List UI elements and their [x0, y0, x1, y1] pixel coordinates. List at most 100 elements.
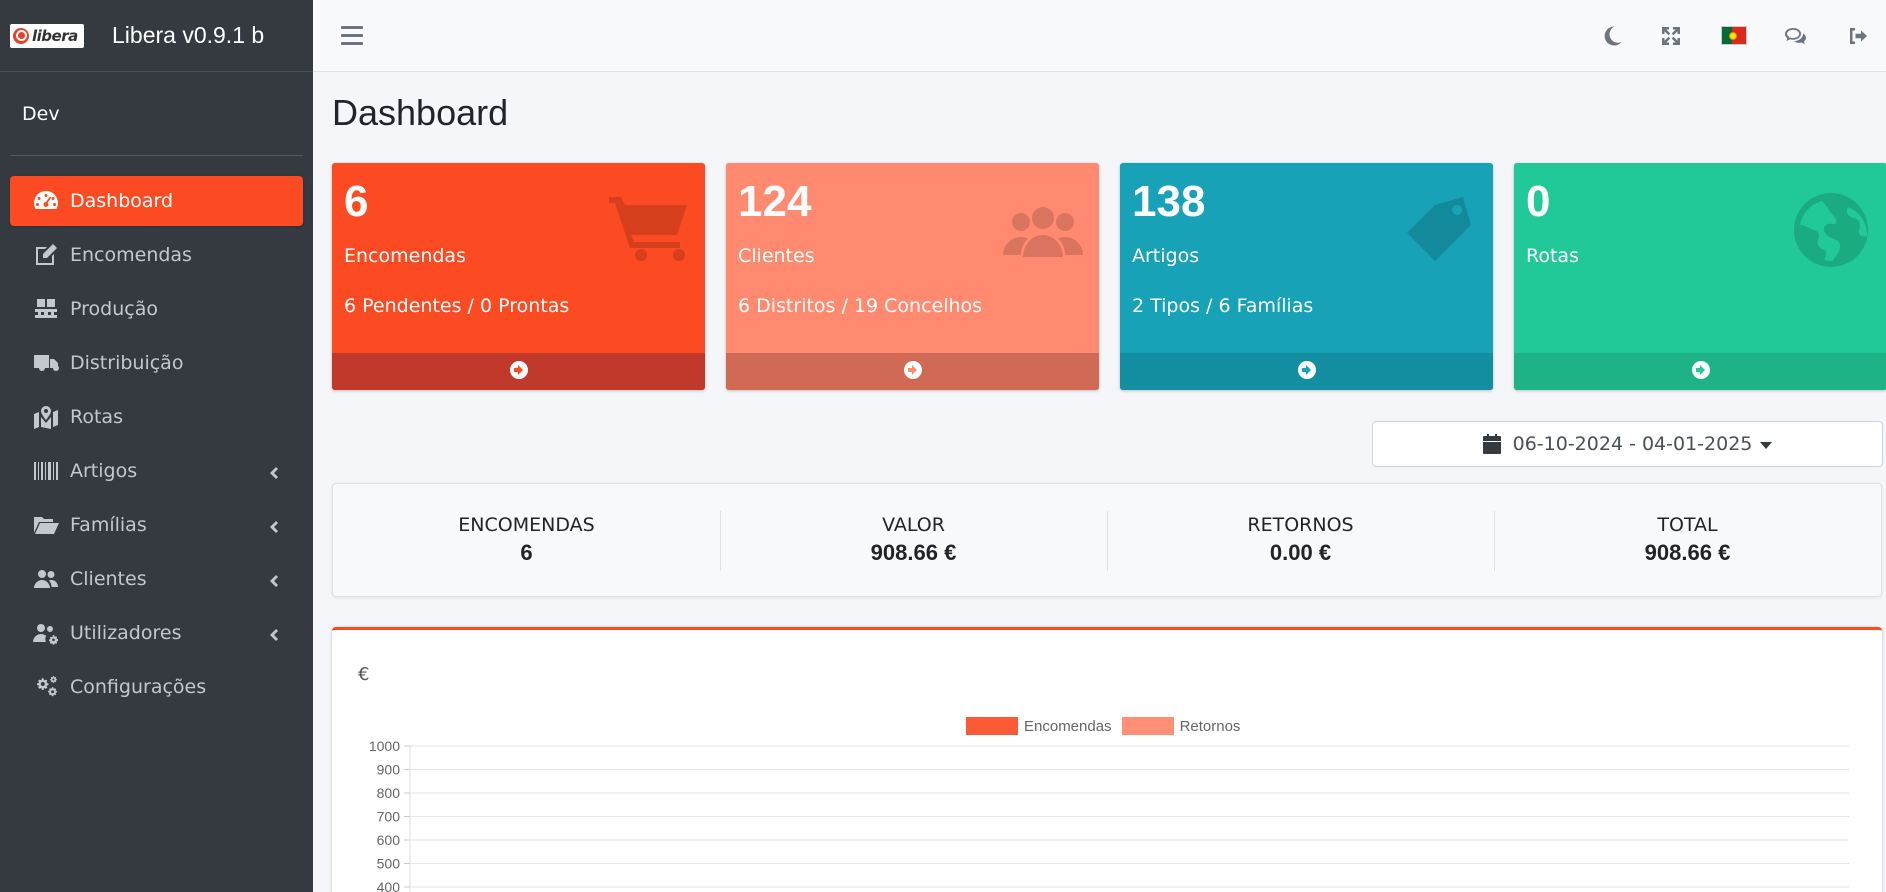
stats-panel: ENCOMENDAS 6 VALOR 908.66 € RETORNOS 0.00 € TO…	[332, 483, 1882, 597]
legend-item[interactable]: Encomendas	[966, 717, 1112, 735]
comments-icon[interactable]	[1784, 24, 1808, 48]
chevron-left-icon	[267, 625, 281, 641]
edit-icon	[32, 243, 60, 267]
chart-legend: Encomendas Retornos	[966, 717, 1250, 735]
chart-currency-label: €	[358, 664, 370, 685]
sidebar-item-producao[interactable]: Produção	[10, 284, 303, 334]
portugal-flag-icon[interactable]	[1721, 26, 1747, 45]
sidebar-item-label: Clientes	[70, 568, 147, 590]
caret-down-icon	[1760, 441, 1773, 449]
arrow-circle-right-icon	[903, 360, 923, 384]
y-tick-label: 700	[377, 809, 401, 825]
sidebar-item-encomendas[interactable]: Encomendas	[10, 230, 303, 280]
date-range-picker[interactable]: 06-10-2024 - 04-01-2025	[1372, 421, 1883, 467]
sidebar-item-label: Distribuição	[70, 352, 184, 374]
arrow-circle-right-icon	[1691, 360, 1711, 384]
calendar-icon	[1482, 434, 1501, 454]
info-box-rotas: 0 Rotas	[1514, 163, 1886, 390]
sidebar-item-label: Configurações	[70, 676, 207, 698]
user-panel[interactable]: Dev	[10, 72, 303, 156]
legend-label: Encomendas	[1024, 717, 1112, 735]
sidebar-item-label: Dashboard	[70, 190, 174, 212]
sidebar-item-label: Artigos	[70, 460, 138, 482]
sidebar-item-familias[interactable]: Famílias	[10, 500, 303, 550]
sign-out-icon[interactable]	[1846, 24, 1870, 48]
barcode-icon	[32, 459, 60, 483]
sidebar-item-label: Utilizadores	[70, 622, 182, 644]
info-box-title: Encomendas	[344, 245, 466, 267]
date-range-value: 06-10-2024 - 04-01-2025	[1512, 433, 1753, 455]
tachometer-icon	[32, 189, 60, 213]
brand-logo: libera	[10, 23, 84, 48]
info-box-more-link[interactable]	[1514, 353, 1886, 390]
map-icon	[32, 405, 60, 429]
stat-label: TOTAL	[1657, 514, 1718, 536]
stat-valor: VALOR 908.66 €	[720, 484, 1107, 596]
legend-swatch	[966, 717, 1018, 735]
chevron-left-icon	[267, 571, 281, 587]
cogs-icon	[32, 675, 60, 699]
stat-label: ENCOMENDAS	[458, 514, 595, 536]
brand-title: Libera v0.9.1 b	[112, 22, 265, 48]
users-cog-icon	[32, 621, 60, 645]
bar-chart: 1000 900 800 700 600 500 400	[369, 738, 1849, 892]
legend-label: Retornos	[1179, 717, 1241, 735]
info-box-title: Artigos	[1132, 245, 1200, 267]
y-tick-label: 600	[377, 832, 401, 848]
globe-icon	[1789, 193, 1873, 267]
chart-card: € Encomendas Retornos 1000 900 800 700 600 500…	[332, 627, 1882, 892]
stat-encomendas: ENCOMENDAS 6	[333, 484, 720, 596]
info-box-number: 0	[1526, 177, 1551, 226]
y-tick-label: 800	[377, 785, 401, 801]
info-box-clientes: 124 Clientes 6 Distritos / 19 Concelhos	[726, 163, 1099, 390]
arrow-circle-right-icon	[1297, 360, 1317, 384]
users-icon	[32, 567, 60, 591]
arrow-circle-right-icon	[509, 360, 529, 384]
stat-label: VALOR	[882, 514, 945, 536]
sidebar-item-distribuicao[interactable]: Distribuição	[10, 338, 303, 388]
info-box-number: 138	[1132, 177, 1206, 226]
stat-total: TOTAL 908.66 €	[1494, 484, 1881, 596]
info-box-more-link[interactable]	[332, 353, 705, 390]
info-box-encomendas: 6 Encomendas 6 Pendentes / 0 Prontas	[332, 163, 705, 390]
user-name: Dev	[22, 102, 60, 125]
brand[interactable]: libera Libera v0.9.1 b	[0, 0, 313, 72]
pallet-icon	[32, 297, 60, 321]
y-tick-label: 900	[377, 762, 401, 778]
info-box-more-link[interactable]	[1120, 353, 1493, 390]
info-box-number: 6	[344, 177, 369, 226]
sidebar-item-clientes[interactable]: Clientes	[10, 554, 303, 604]
top-navbar	[313, 0, 1886, 72]
sidebar-item-utilizadores[interactable]: Utilizadores	[10, 608, 303, 658]
brand-logo-text: libera	[32, 26, 78, 45]
sidebar: libera Libera v0.9.1 b Dev Dashboard Enco…	[0, 0, 313, 892]
legend-item[interactable]: Retornos	[1121, 717, 1241, 735]
shopping-cart-icon	[607, 193, 691, 267]
stat-label: RETORNOS	[1247, 514, 1354, 536]
info-box-subtitle: 6 Distritos / 19 Concelhos	[738, 295, 983, 317]
users-icon	[1001, 193, 1085, 267]
sidebar-item-label: Encomendas	[70, 244, 192, 266]
sidebar-item-label: Famílias	[70, 514, 147, 536]
logo-mark-icon	[13, 27, 29, 44]
sidebar-item-rotas[interactable]: Rotas	[10, 392, 303, 442]
y-tick-label: 500	[377, 856, 401, 872]
info-box-subtitle: 2 Tipos / 6 Famílias	[1132, 295, 1314, 317]
folder-open-icon	[32, 513, 60, 537]
chevron-left-icon	[267, 517, 281, 533]
menu-icon[interactable]	[341, 26, 363, 46]
legend-swatch	[1121, 717, 1174, 735]
sidebar-item-configuracoes[interactable]: Configurações	[10, 662, 303, 712]
expand-icon[interactable]	[1659, 24, 1683, 48]
sidebar-item-artigos[interactable]: Artigos	[10, 446, 303, 496]
info-box-subtitle: 6 Pendentes / 0 Prontas	[344, 295, 570, 317]
info-box-number: 124	[738, 177, 812, 226]
moon-icon[interactable]	[1600, 24, 1624, 48]
sidebar-item-dashboard[interactable]: Dashboard	[10, 176, 303, 226]
stat-value: 0.00 €	[1269, 540, 1332, 565]
truck-icon	[32, 351, 60, 375]
chevron-left-icon	[267, 463, 281, 479]
info-box-more-link[interactable]	[726, 353, 1099, 390]
page-title: Dashboard	[332, 92, 509, 133]
info-box-title: Clientes	[738, 245, 815, 267]
